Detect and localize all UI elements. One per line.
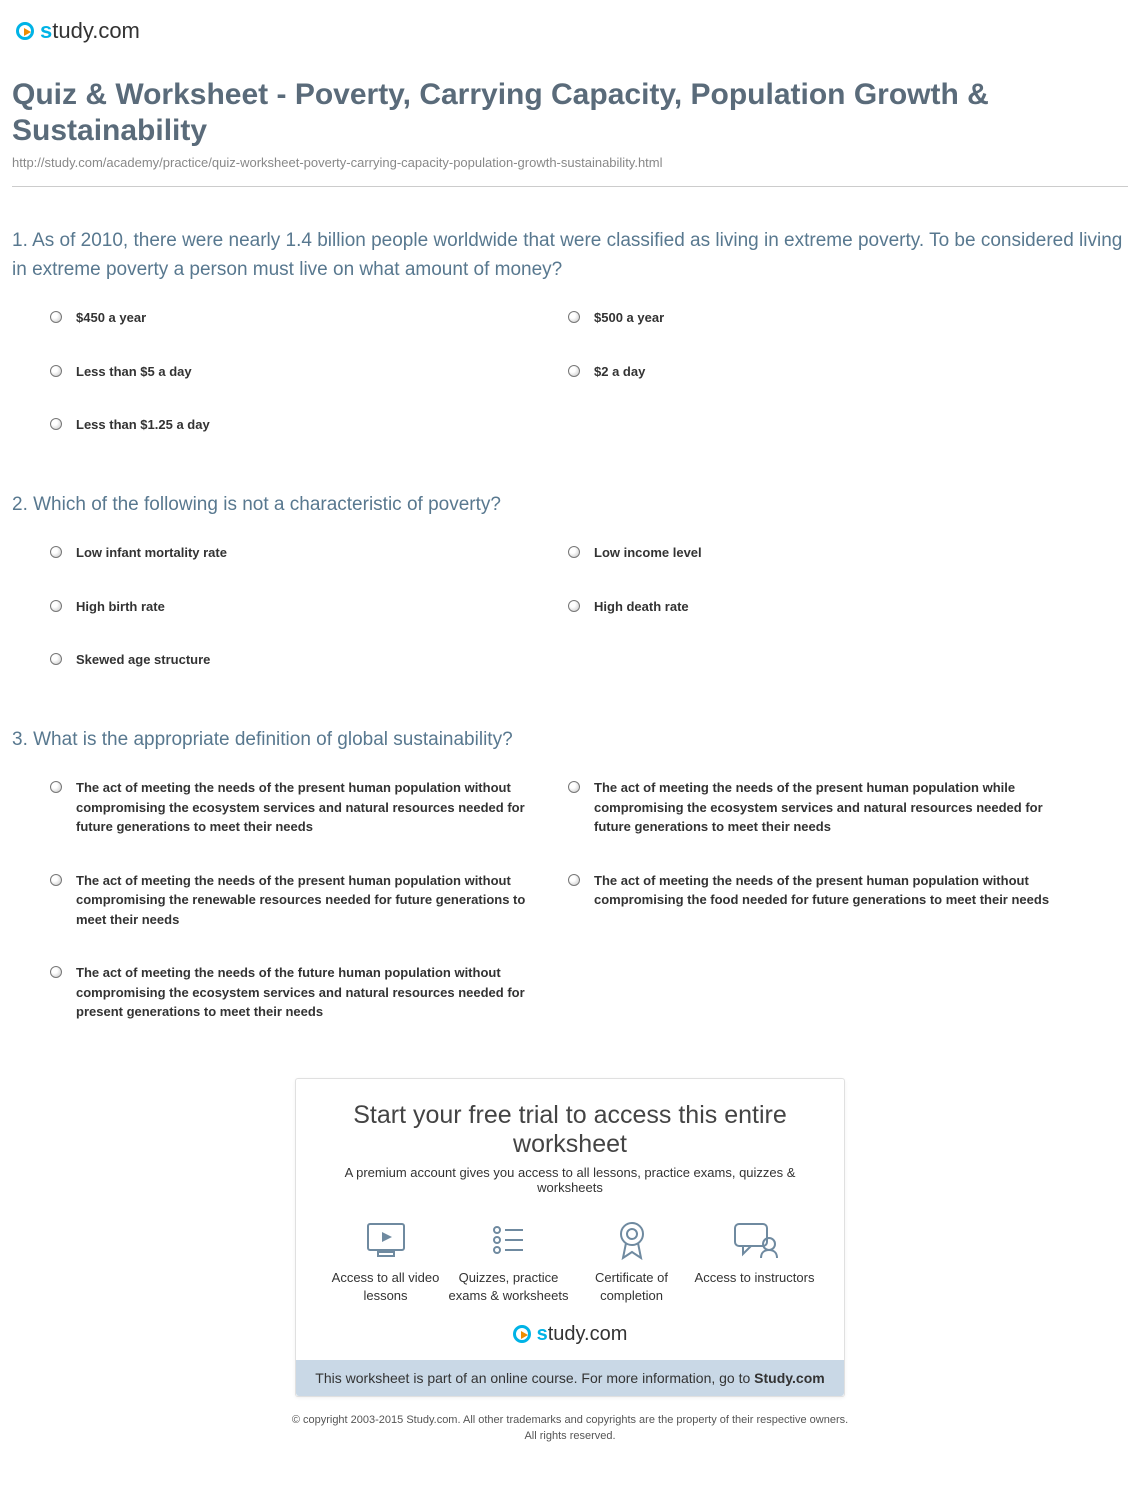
page-title: Quiz & Worksheet - Poverty, Carrying Cap…	[12, 77, 1128, 149]
option-label: High birth rate	[76, 597, 165, 617]
answer-option[interactable]: $500 a year	[568, 308, 1068, 328]
radio-icon[interactable]	[50, 781, 62, 793]
option-label: Low income level	[594, 543, 702, 563]
question: 1. As of 2010, there were nearly 1.4 bil…	[12, 227, 1128, 435]
radio-icon[interactable]	[568, 546, 580, 558]
feature-item: Access to instructors	[695, 1217, 815, 1305]
feature-item: Certificate of completion	[572, 1217, 692, 1305]
option-label: Low infant mortality rate	[76, 543, 227, 563]
feature-row: Access to all video lessonsQuizzes, prac…	[324, 1217, 816, 1305]
question-text: 1. As of 2010, there were nearly 1.4 bil…	[12, 227, 1128, 284]
answer-option[interactable]: Skewed age structure	[50, 650, 550, 670]
cta-bar-link[interactable]: Study.com	[754, 1370, 825, 1386]
brand-logo: study.com	[16, 18, 140, 44]
radio-icon[interactable]	[50, 546, 62, 558]
option-label: $450 a year	[76, 308, 146, 328]
answer-option[interactable]: High birth rate	[50, 597, 550, 617]
question: 3. What is the appropriate definition of…	[12, 726, 1128, 1022]
radio-icon[interactable]	[50, 311, 62, 323]
cta-bar-text: This worksheet is part of an online cour…	[315, 1370, 754, 1386]
answer-option[interactable]: Less than $1.25 a day	[50, 415, 550, 435]
option-label: The act of meeting the needs of the pres…	[76, 871, 550, 930]
question-text: 3. What is the appropriate definition of…	[12, 726, 1128, 755]
brand-name-tail: tudy.com	[52, 18, 140, 43]
option-label: The act of meeting the needs of the pres…	[76, 778, 550, 837]
option-label: $2 a day	[594, 362, 645, 382]
option-label: Less than $1.25 a day	[76, 415, 210, 435]
play-icon	[513, 1325, 531, 1343]
radio-icon[interactable]	[568, 781, 580, 793]
radio-icon[interactable]	[568, 874, 580, 886]
feature-item: Access to all video lessons	[326, 1217, 446, 1305]
question-text: 2. Which of the following is not a chara…	[12, 491, 1128, 520]
radio-icon[interactable]	[50, 874, 62, 886]
radio-icon[interactable]	[568, 311, 580, 323]
radio-icon[interactable]	[50, 966, 62, 978]
answer-option[interactable]: $2 a day	[568, 362, 1068, 382]
title-block: Quiz & Worksheet - Poverty, Carrying Cap…	[12, 77, 1128, 187]
feature-label: Certificate of completion	[572, 1269, 692, 1305]
options-grid: Low infant mortality rate Low income leve…	[12, 543, 1128, 670]
feature-label: Access to instructors	[695, 1269, 815, 1287]
cta-brand-logo: study.com	[324, 1323, 816, 1349]
feature-label: Quizzes, practice exams & worksheets	[449, 1269, 569, 1305]
answer-option[interactable]: The act of meeting the needs of the pres…	[50, 778, 550, 837]
options-grid: The act of meeting the needs of the pres…	[12, 778, 1128, 1022]
badge-icon	[572, 1217, 692, 1263]
copyright-line-1: © copyright 2003-2015 Study.com. All oth…	[12, 1413, 1128, 1428]
video-icon	[326, 1217, 446, 1263]
page-url: http://study.com/academy/practice/quiz-w…	[12, 155, 1128, 170]
play-icon	[16, 22, 34, 40]
feature-item: Quizzes, practice exams & worksheets	[449, 1217, 569, 1305]
answer-option[interactable]: $450 a year	[50, 308, 550, 328]
answer-option[interactable]: The act of meeting the needs of the pres…	[50, 871, 550, 930]
option-label: The act of meeting the needs of the futu…	[76, 963, 550, 1022]
radio-icon[interactable]	[50, 653, 62, 665]
option-label: Skewed age structure	[76, 650, 210, 670]
answer-option[interactable]: Low infant mortality rate	[50, 543, 550, 563]
cta-bar[interactable]: This worksheet is part of an online cour…	[296, 1360, 844, 1396]
options-grid: $450 a year $500 a year Less than $5 a day…	[12, 308, 1128, 435]
answer-option[interactable]: The act of meeting the needs of the pres…	[568, 778, 1068, 837]
answer-option[interactable]: High death rate	[568, 597, 1068, 617]
header-logo-bar: study.com	[12, 12, 1128, 63]
chat-icon	[695, 1217, 815, 1263]
list-icon	[449, 1217, 569, 1263]
feature-label: Access to all video lessons	[326, 1269, 446, 1305]
copyright-line-2: All rights reserved.	[12, 1429, 1128, 1444]
answer-option[interactable]: Less than $5 a day	[50, 362, 550, 382]
option-label: $500 a year	[594, 308, 664, 328]
answer-option[interactable]: The act of meeting the needs of the futu…	[50, 963, 550, 1022]
cta-box: Start your free trial to access this ent…	[295, 1078, 845, 1398]
radio-icon[interactable]	[50, 418, 62, 430]
radio-icon[interactable]	[568, 600, 580, 612]
option-label: The act of meeting the needs of the pres…	[594, 778, 1068, 837]
question: 2. Which of the following is not a chara…	[12, 491, 1128, 670]
radio-icon[interactable]	[50, 365, 62, 377]
answer-option[interactable]: Low income level	[568, 543, 1068, 563]
copyright: © copyright 2003-2015 Study.com. All oth…	[12, 1413, 1128, 1444]
answer-option[interactable]: The act of meeting the needs of the pres…	[568, 871, 1068, 930]
option-label: Less than $5 a day	[76, 362, 192, 382]
cta-subtitle: A premium account gives you access to al…	[324, 1165, 816, 1195]
option-label: High death rate	[594, 597, 689, 617]
radio-icon[interactable]	[568, 365, 580, 377]
radio-icon[interactable]	[50, 600, 62, 612]
option-label: The act of meeting the needs of the pres…	[594, 871, 1068, 910]
cta-title: Start your free trial to access this ent…	[324, 1101, 816, 1159]
